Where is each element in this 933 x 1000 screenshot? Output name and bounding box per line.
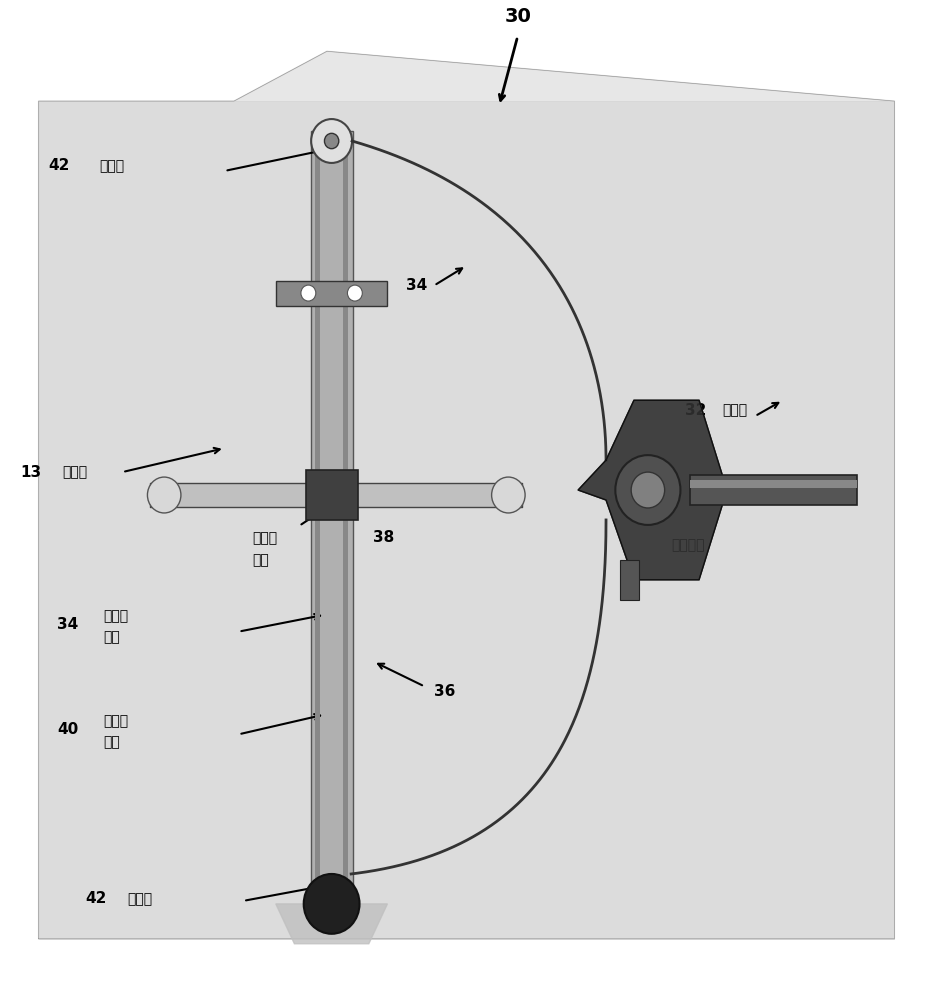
- Circle shape: [325, 133, 339, 149]
- Bar: [38, 101, 895, 939]
- Bar: [306, 470, 357, 520]
- Text: 30: 30: [504, 7, 531, 26]
- Bar: [689, 475, 857, 505]
- Text: 驱动机构: 驱动机构: [671, 538, 704, 552]
- Circle shape: [347, 285, 362, 301]
- Text: 38: 38: [373, 530, 395, 545]
- Text: 13: 13: [20, 465, 41, 480]
- Bar: [315, 131, 320, 919]
- Text: 轨道: 轨道: [104, 735, 120, 749]
- Text: 调节器: 调节器: [104, 610, 129, 624]
- Text: 调节器: 调节器: [253, 531, 278, 545]
- Text: 32: 32: [685, 403, 706, 418]
- Text: 40: 40: [57, 722, 78, 737]
- Text: 34: 34: [406, 278, 427, 293]
- Bar: [343, 131, 348, 919]
- Bar: [311, 131, 353, 919]
- Text: 窗马达: 窗马达: [722, 403, 747, 417]
- Circle shape: [301, 285, 315, 301]
- Bar: [150, 483, 522, 507]
- Text: 窗玻璃: 窗玻璃: [62, 465, 87, 479]
- Circle shape: [616, 455, 680, 525]
- Circle shape: [631, 472, 664, 508]
- Circle shape: [492, 477, 525, 513]
- Text: 调节器: 调节器: [104, 714, 129, 728]
- Text: 下滑轮: 下滑轮: [127, 892, 152, 906]
- Polygon shape: [38, 51, 895, 939]
- Text: 36: 36: [434, 684, 455, 699]
- Text: 34: 34: [57, 617, 78, 632]
- Text: 上滑轮: 上滑轮: [99, 159, 124, 173]
- Text: 42: 42: [48, 158, 69, 173]
- Text: 支架: 支架: [253, 553, 270, 567]
- Circle shape: [304, 874, 359, 934]
- Bar: [620, 560, 638, 600]
- Polygon shape: [276, 904, 387, 944]
- Text: 线缆: 线缆: [104, 631, 120, 645]
- Text: 42: 42: [85, 891, 106, 906]
- Bar: [276, 281, 387, 306]
- Circle shape: [147, 477, 181, 513]
- Bar: [689, 480, 857, 488]
- Circle shape: [311, 119, 352, 163]
- Polygon shape: [578, 400, 727, 580]
